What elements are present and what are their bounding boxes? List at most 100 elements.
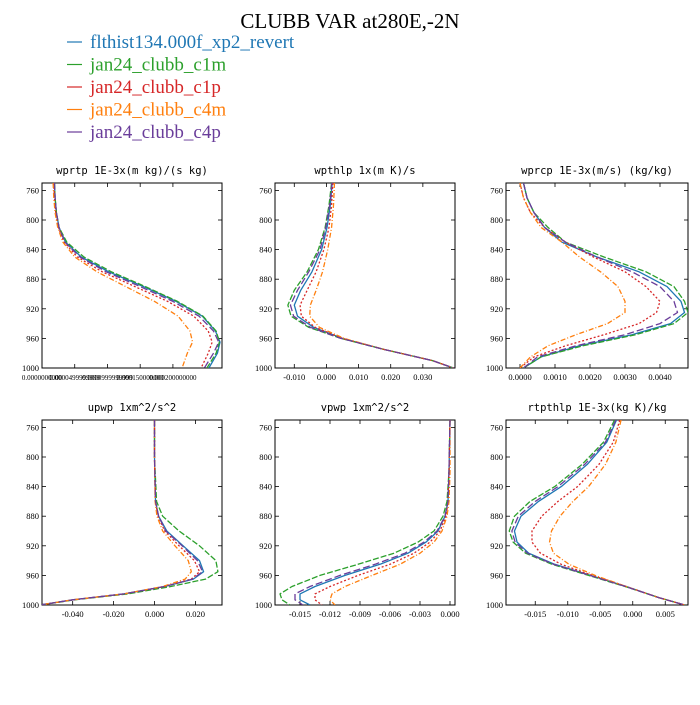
series-group xyxy=(508,420,685,605)
figure-title: CLUBB VAR at280E,-2N xyxy=(240,9,459,33)
x-tick-label: 0.0040 xyxy=(648,372,671,382)
y-tick-label: 1000 xyxy=(486,600,503,610)
series-group xyxy=(287,183,454,368)
x-tick-label: -0.012 xyxy=(319,609,341,619)
series-line xyxy=(53,183,221,368)
series-line xyxy=(299,420,451,605)
series-line xyxy=(522,183,686,368)
x-tick-label: -0.003 xyxy=(409,609,431,619)
series-group xyxy=(52,183,221,368)
series-line xyxy=(42,420,219,605)
x-tick-label: -0.009 xyxy=(349,609,371,619)
panel-1: wprtp 1E-3x(m kg)/(s kg) 760 800 840 880 920 9… xyxy=(22,165,223,382)
x-tick-label: -0.010 xyxy=(283,372,305,382)
legend-label: flthist134.000f_xp2_revert xyxy=(90,32,295,53)
y-tick-label: 800 xyxy=(490,452,503,462)
y-tick-label: 760 xyxy=(26,185,39,195)
series-line xyxy=(279,420,451,605)
x-tick-label: 0.0020 xyxy=(578,372,601,382)
y-tick-label: 1000 xyxy=(22,363,39,373)
series-line xyxy=(42,420,192,605)
series-group xyxy=(279,420,451,605)
legend-label: jan24_clubb_c4m xyxy=(89,100,226,121)
y-tick-label: 760 xyxy=(259,185,272,195)
x-tick-label: -0.015 xyxy=(289,609,311,619)
y-tick-label: 960 xyxy=(26,333,39,343)
y-tick-label: 920 xyxy=(259,541,272,551)
panel-title: wprtp 1E-3x(m kg)/(s kg) xyxy=(56,165,208,177)
panel-title: wpthlp 1x(m K)/s xyxy=(314,165,415,177)
panel-2: wpthlp 1x(m K)/s 760 800 840 880 920 960 1000 -0… xyxy=(255,165,456,382)
x-tick-label: 0.020 xyxy=(381,372,400,382)
x-tick-label: -0.010 xyxy=(557,609,579,619)
x-tick-label: 0.000200000000 xyxy=(149,374,197,382)
legend: flthist134.000f_xp2_revertjan24_clubb_c1… xyxy=(67,32,295,143)
series-line xyxy=(294,420,451,605)
legend-label: jan24_clubb_c1m xyxy=(89,55,226,76)
panel-title: rtpthlp 1E-3x(kg K)/kg xyxy=(527,402,666,414)
y-tick-label: 920 xyxy=(259,304,272,314)
y-tick-label: 960 xyxy=(259,333,272,343)
y-tick-label: 960 xyxy=(490,333,503,343)
y-tick-label: 800 xyxy=(259,452,272,462)
x-tick-label: 0.020 xyxy=(186,609,205,619)
panels: wprtp 1E-3x(m kg)/(s kg) 760 800 840 880 920 9… xyxy=(22,165,689,619)
series-line xyxy=(519,183,626,368)
series-line xyxy=(53,183,220,368)
y-tick-label: 1000 xyxy=(255,600,272,610)
y-tick-label: 840 xyxy=(26,482,39,492)
y-tick-label: 1000 xyxy=(255,363,272,373)
series-line xyxy=(42,420,201,605)
y-tick-label: 760 xyxy=(259,422,272,432)
x-tick-label: 0.000 xyxy=(317,372,336,382)
y-tick-label: 1000 xyxy=(22,600,39,610)
series-line xyxy=(299,183,454,368)
x-tick-label: -0.005 xyxy=(589,609,611,619)
series-line xyxy=(52,183,194,368)
y-tick-label: 880 xyxy=(26,511,39,521)
x-tick-label: 0.0000999999999 xyxy=(82,374,133,382)
y-tick-label: 920 xyxy=(26,541,39,551)
series-line xyxy=(289,183,454,368)
plot-frame xyxy=(41,419,223,606)
y-tick-label: 800 xyxy=(490,215,503,225)
series-line xyxy=(42,420,204,605)
series-line xyxy=(287,183,454,368)
y-tick-label: 960 xyxy=(490,570,503,580)
panel-title: upwp 1xm^2/s^2 xyxy=(88,402,177,414)
plot-frame xyxy=(505,182,689,369)
x-tick-label: 0.005 xyxy=(656,609,675,619)
x-tick-label: 0.000150000000 xyxy=(117,374,165,382)
x-tick-label: -0.015 xyxy=(524,609,546,619)
series-line xyxy=(293,183,454,368)
series-line xyxy=(522,183,688,368)
series-line xyxy=(548,420,685,605)
x-tick-label: 0.000 xyxy=(440,609,459,619)
y-tick-label: 760 xyxy=(26,422,39,432)
x-tick-label: 0.030 xyxy=(413,372,432,382)
series-group xyxy=(42,420,219,605)
plot-frame xyxy=(274,182,456,369)
y-tick-label: 880 xyxy=(259,511,272,521)
series-line xyxy=(42,420,205,605)
legend-label: jan24_clubb_c1p xyxy=(89,77,221,98)
y-tick-label: 920 xyxy=(490,304,503,314)
y-tick-label: 760 xyxy=(490,185,503,195)
series-line xyxy=(522,183,679,368)
y-tick-label: 800 xyxy=(259,215,272,225)
y-tick-label: 840 xyxy=(259,482,272,492)
x-tick-label: 0.010 xyxy=(349,372,368,382)
y-tick-label: 960 xyxy=(259,570,272,580)
panel-3: wprcp 1E-3x(m/s) (kg/kg) 760 800 840 880 920 9… xyxy=(486,165,689,382)
y-tick-label: 920 xyxy=(490,541,503,551)
y-tick-label: 920 xyxy=(26,304,39,314)
y-tick-label: 1000 xyxy=(486,363,503,373)
y-tick-label: 880 xyxy=(490,511,503,521)
legend-label: jan24_clubb_c4p xyxy=(89,122,221,143)
plot-frame xyxy=(274,419,456,606)
y-tick-label: 880 xyxy=(490,274,503,284)
series-line xyxy=(309,183,454,368)
series-line xyxy=(511,420,685,605)
